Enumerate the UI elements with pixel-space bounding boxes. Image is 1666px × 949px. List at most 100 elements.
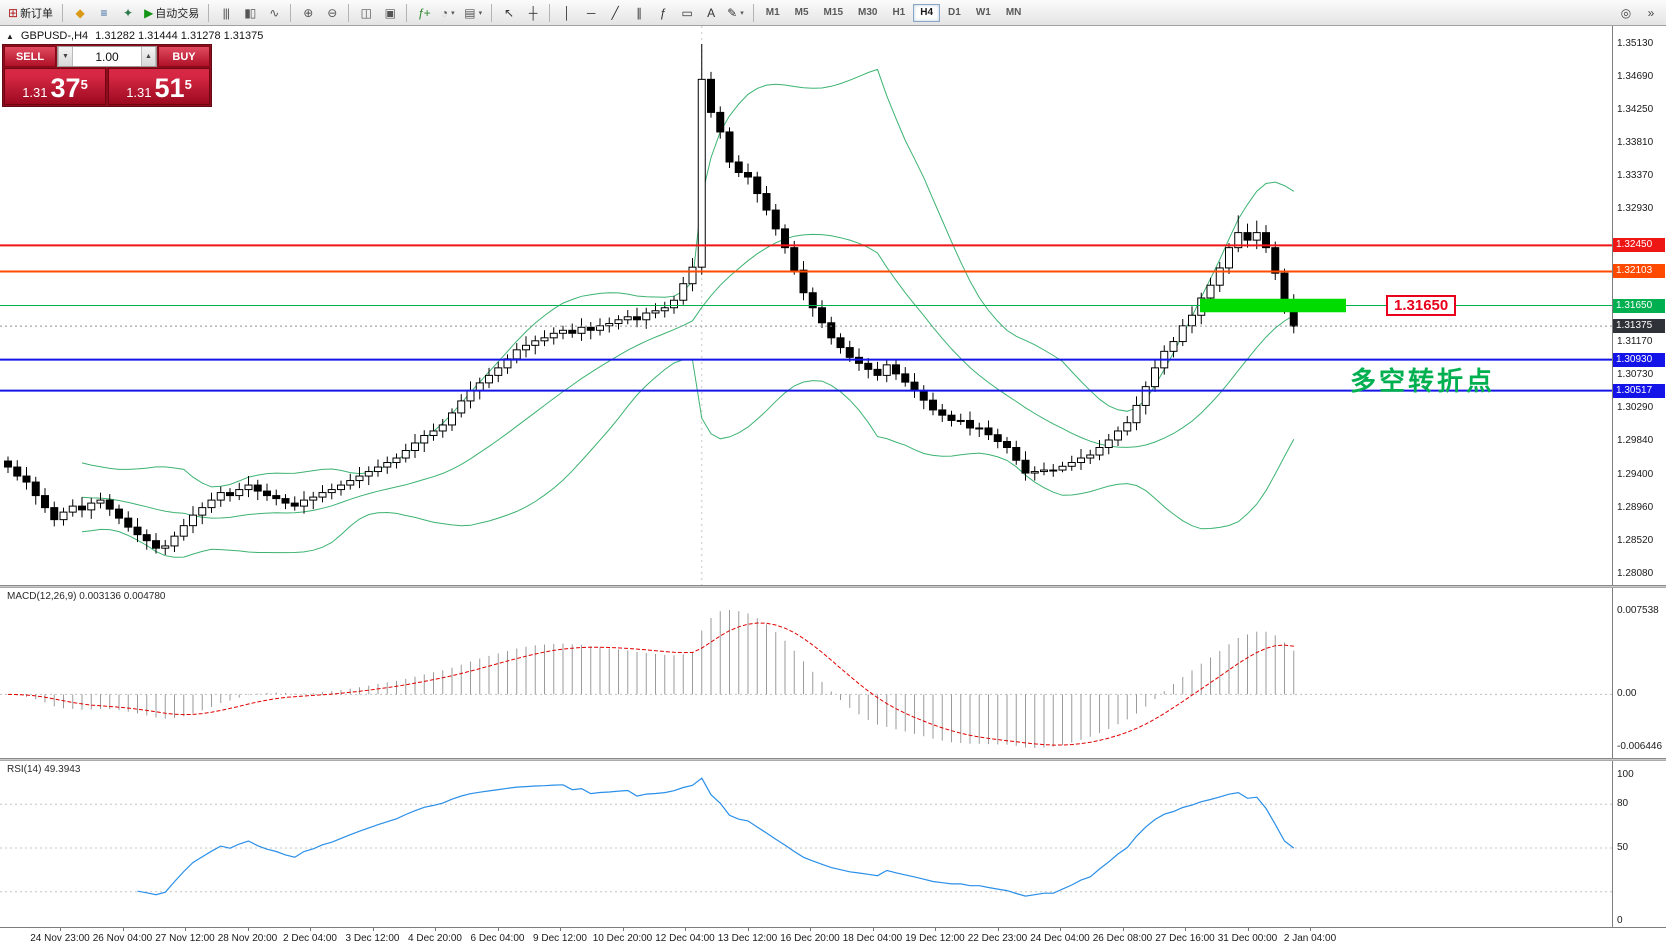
horizontal-line-button[interactable]: ─ [579,2,602,23]
timeframe-w1-button[interactable]: W1 [969,4,998,22]
time-axis-label: 24 Dec 04:00 [1030,933,1090,944]
templates-button[interactable]: ▤ ▾ [460,2,486,23]
rsi-indicator-canvas[interactable] [0,761,1612,927]
cascade-windows-icon: ▣ [384,5,396,20]
toolbar-separator [491,3,493,22]
time-axis-label: 16 Dec 20:00 [780,933,840,944]
price-scale-label: 1.30290 [1617,401,1654,413]
price-level-tag[interactable]: 1.31650 [1386,295,1457,316]
rsi-scale-label: 80 [1617,798,1629,810]
cascade-windows-button[interactable]: ▣ [378,2,401,23]
price-scale-label: 1.35130 [1617,38,1654,50]
macd-scale-label: 0.00 [1617,688,1637,700]
timeframe-h1-button[interactable]: H1 [885,4,912,22]
zoom-in-button[interactable]: ⊕ [296,2,319,23]
navigator-icon: ✦ [123,5,133,20]
price-scale-label: 1.33810 [1617,137,1654,149]
chart-candles-button[interactable]: ▮▯ [238,2,261,23]
support-zone-rectangle[interactable] [1200,298,1346,313]
arrows-icon: ✎ [727,5,737,20]
autotrade-button[interactable]: ▶ 自动交易 [140,2,203,23]
periods-button[interactable]: ◔ ▾ [436,2,459,23]
time-axis-label: 28 Nov 20:00 [217,933,278,944]
macd-scale-label: 0.007538 [1617,605,1659,616]
window-collapse-icon[interactable]: ▲ [6,31,14,41]
sell-price-prefix: 1.31 [22,85,48,100]
chart-bars-icon: ||| [222,5,230,20]
crosshair-button[interactable]: ┼ [521,2,544,23]
pane-separator-macd-rsi[interactable] [0,758,1666,761]
arrows-button[interactable]: ✎ ▾ [723,2,748,23]
timeframe-mn-button[interactable]: MN [999,4,1029,22]
timeframe-m15-button[interactable]: M15 [817,4,850,22]
time-axis-label: 4 Dec 20:00 [408,933,462,944]
more-button[interactable]: » [1639,2,1662,23]
zoom-out-button[interactable]: ⊖ [320,2,343,23]
bollinger-lower-band [81,359,1295,558]
main-chart-canvas[interactable] [0,26,1612,585]
annotation-text[interactable]: 多空转折点 [1350,366,1496,396]
sell-price-button[interactable]: 1.31 37 5 [4,68,106,105]
timeframe-d1-button[interactable]: D1 [941,4,968,22]
time-tick [60,928,61,931]
search-button[interactable]: ◎ [1614,2,1637,23]
vertical-line-icon: │ [563,5,570,20]
time-tick [185,928,186,931]
time-axis-label: 27 Nov 12:00 [155,933,215,944]
rsi-scale-label: 0 [1617,915,1623,926]
price-scale-label: 1.29840 [1617,435,1654,447]
macd-indicator-canvas[interactable] [0,588,1612,758]
time-tick [747,928,749,931]
timeframe-h4-button[interactable]: H4 [913,3,941,22]
pane-separator-main-macd[interactable] [0,585,1666,588]
price-scale-label: 1.28520 [1617,534,1654,546]
time-tick [872,928,874,931]
time-axis-label: 26 Nov 04:00 [92,933,153,944]
tile-windows-button[interactable]: ◫ [354,2,377,23]
templates-icon: ▤ [464,5,475,20]
timeframe-m30-button[interactable]: M30 [851,4,884,22]
time-axis-label: 22 Dec 23:00 [967,933,1028,944]
chart-line-button[interactable]: ∿ [262,2,285,23]
buy-price-prefix: 1.31 [126,85,152,100]
time-axis-label: 3 Dec 12:00 [345,933,400,944]
vertical-line-button[interactable]: │ [555,2,578,23]
shapes-icon: ▭ [681,5,692,20]
cursor-button[interactable]: ↖ [497,2,520,23]
new-order-icon: ⊞ [8,5,18,20]
line-price-box: 1.30930 [1613,352,1665,367]
fibonacci-button[interactable]: ƒ [651,2,674,23]
timeframe-m1-button[interactable]: M1 [759,4,787,22]
crosshair-icon: ┼ [528,5,537,20]
text-button[interactable]: A [699,2,722,23]
shapes-button[interactable]: ▭ [675,2,698,23]
sell-price-big: 37 [50,73,81,103]
trendline-button[interactable]: ╱ [603,2,626,23]
indicators-button[interactable]: ƒ+ [412,2,435,23]
price-scale-label: 1.28080 [1617,567,1654,579]
channel-button[interactable]: ∥ [627,2,650,23]
price-scale-label: 1.29400 [1617,468,1654,480]
buy-button[interactable]: BUY [158,46,210,67]
volume-input[interactable] [73,47,141,66]
time-tick [1122,928,1124,931]
current-price-box: 1.31375 [1613,319,1665,334]
timeframe-m5-button[interactable]: M5 [788,4,816,22]
navigator-button[interactable]: ✦ [116,2,139,23]
sell-button[interactable]: SELL [4,46,56,67]
buy-price-button[interactable]: 1.31 51 5 [108,68,210,105]
new-order-button[interactable]: ⊞ 新订单 [4,2,57,23]
time-axis-label: 26 Dec 08:00 [1092,933,1153,944]
metaeditor-button[interactable]: ◆ [68,2,91,23]
time-tick [622,928,624,931]
volume-up-button[interactable]: ▲ [141,47,156,66]
time-axis-label: 9 Dec 12:00 [533,933,587,944]
chart-bars-button[interactable]: ||| [214,2,237,23]
chevron-down-icon: ▾ [740,9,744,17]
price-scale-label: 1.34690 [1617,71,1654,83]
horizontal-line-icon: ─ [586,5,595,20]
price-scale-label: 1.34250 [1617,104,1654,116]
market-watch-button[interactable]: ≡ [92,2,115,23]
volume-down-button[interactable]: ▼ [58,47,73,66]
